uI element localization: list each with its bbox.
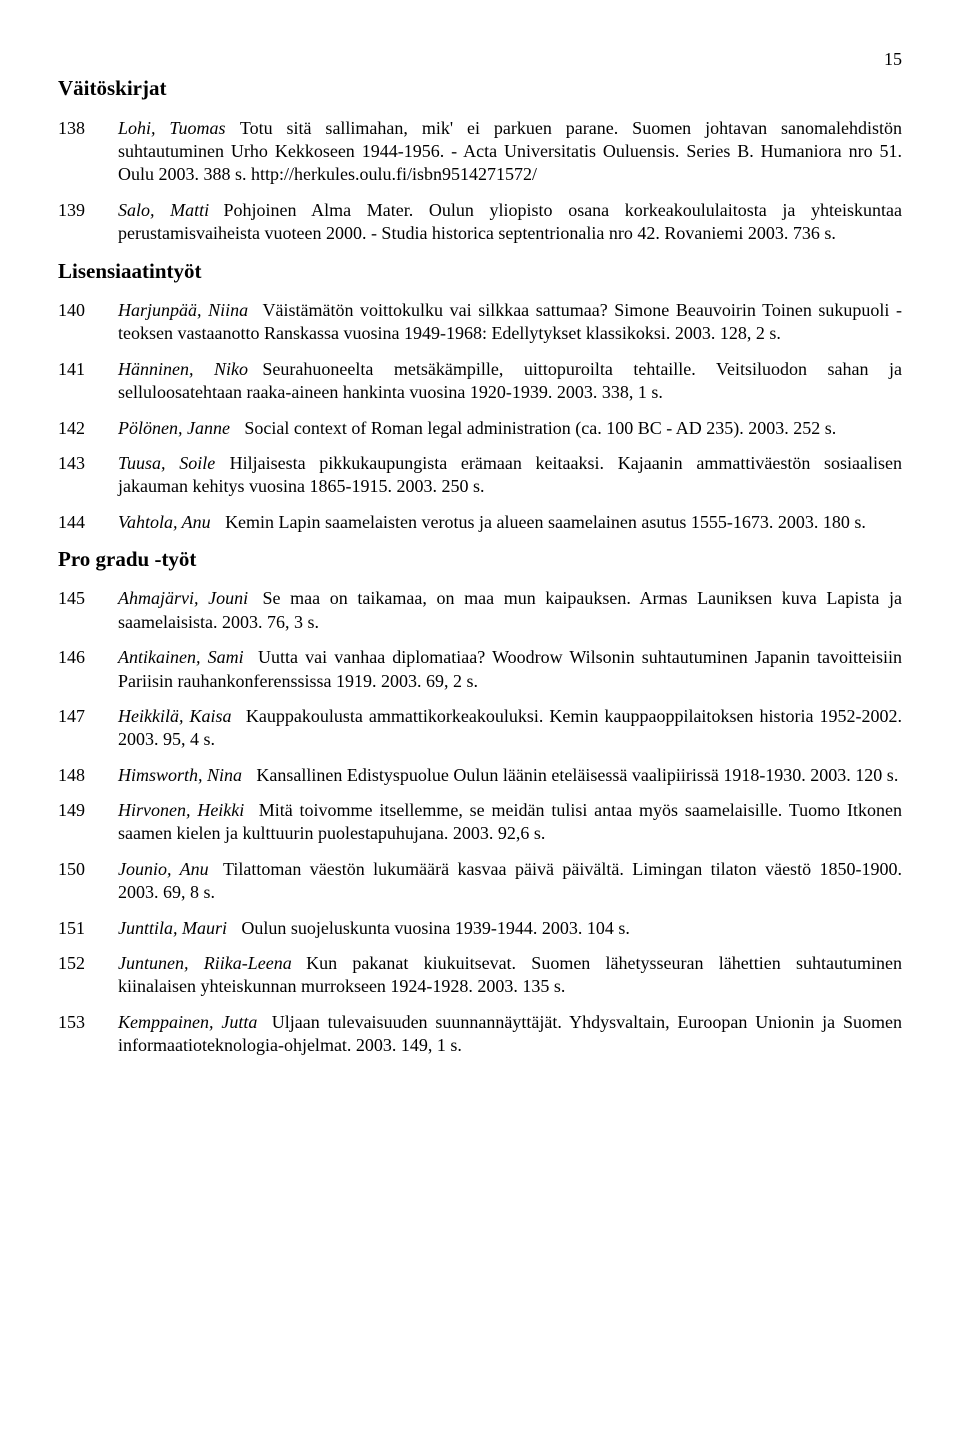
bibliography-entry: 153Kemppainen, JuttaUljaan tulevaisuuden… [58,1011,902,1058]
entry-text: Social context of Roman legal administra… [244,418,836,438]
entry-body: Tuusa, SoileHiljaisesta pikkukaupungista… [118,452,902,499]
section-heading-dissertations: Väitöskirjat [58,75,902,102]
entry-number: 151 [58,917,118,940]
entry-body: Hirvonen, HeikkiMitä toivomme itsellemme… [118,799,902,846]
bibliography-entry: 142Pölönen, Janne Social context of Roman… [58,417,902,440]
entry-number: 146 [58,646,118,693]
bibliography-entry: 147Heikkilä, KaisaKauppakoulusta ammatti… [58,705,902,752]
entry-author: Ahmajärvi, Jouni [118,588,248,608]
entry-number: 153 [58,1011,118,1058]
entry-body: Lohi, TuomasTotu sitä sallimahan, mik' e… [118,117,902,187]
bibliography-entry: 148Himsworth, Nina Kansallinen Edistyspuo… [58,764,902,787]
entry-author: Jounio, Anu [118,859,209,879]
entry-author: Heikkilä, Kaisa [118,706,232,726]
entry-author: Pölönen, Janne [118,418,230,438]
bibliography-entry: 143Tuusa, SoileHiljaisesta pikkukaupungi… [58,452,902,499]
entry-text: Kemin Lapin saamelaisten verotus ja alue… [225,512,866,532]
entry-text: Totu sitä sallimahan, mik' ei parkuen pa… [118,118,902,185]
entry-number: 141 [58,358,118,405]
entry-author: Juntunen, Riika-Leena [118,953,292,973]
bibliography-entry: 152Juntunen, Riika-LeenaKun pakanat kiuk… [58,952,902,999]
entry-author: Kemppainen, Jutta [118,1012,257,1032]
bibliography-entry: 140Harjunpää, NiinaVäistämätön voittokul… [58,299,902,346]
progradu-list: 145Ahmajärvi, JouniSe maa on taikamaa, o… [58,587,902,1057]
entry-number: 148 [58,764,118,787]
entry-body: Harjunpää, NiinaVäistämätön voittokulku … [118,299,902,346]
entry-number: 150 [58,858,118,905]
page-number: 15 [58,48,902,71]
entry-body: Vahtola, Anu Kemin Lapin saamelaisten ver… [118,511,902,534]
bibliography-entry: 144Vahtola, Anu Kemin Lapin saamelaisten … [58,511,902,534]
licentiate-list: 140Harjunpää, NiinaVäistämätön voittokul… [58,299,902,534]
entry-author: Harjunpää, Niina [118,300,248,320]
bibliography-entry: 145Ahmajärvi, JouniSe maa on taikamaa, o… [58,587,902,634]
entry-text: Oulun suojeluskunta vuosina 1939-1944. 2… [241,918,630,938]
entry-body: Hänninen, NikoSeurahuoneelta metsäkämpil… [118,358,902,405]
bibliography-entry: 149Hirvonen, HeikkiMitä toivomme itselle… [58,799,902,846]
section-heading-progradu: Pro gradu -työt [58,546,902,573]
entry-author: Tuusa, Soile [118,453,215,473]
entry-author: Lohi, Tuomas [118,118,225,138]
entry-number: 147 [58,705,118,752]
bibliography-entry: 141Hänninen, NikoSeurahuoneelta metsäkäm… [58,358,902,405]
entry-body: Ahmajärvi, JouniSe maa on taikamaa, on m… [118,587,902,634]
entry-author: Antikainen, Sami [118,647,244,667]
entry-author: Salo, Matti [118,200,209,220]
entry-body: Antikainen, SamiUutta vai vanhaa diploma… [118,646,902,693]
bibliography-entry: 139Salo, MattiPohjoinen Alma Mater. Oulu… [58,199,902,246]
entry-number: 145 [58,587,118,634]
entry-number: 140 [58,299,118,346]
entry-body: Junttila, Mauri Oulun suojeluskunta vuosi… [118,917,902,940]
entry-body: Heikkilä, KaisaKauppakoulusta ammattikor… [118,705,902,752]
section-heading-licentiate: Lisensiaatintyöt [58,258,902,285]
entry-author: Himsworth, Nina [118,765,242,785]
entry-body: Juntunen, Riika-LeenaKun pakanat kiukuit… [118,952,902,999]
entry-number: 143 [58,452,118,499]
entry-text: Tilattoman väestön lukumäärä kasvaa päiv… [118,859,902,902]
bibliography-entry: 150Jounio, AnuTilattoman väestön lukumää… [58,858,902,905]
entry-text: Hiljaisesta pikkukaupungista erämaan kei… [118,453,902,496]
entry-author: Vahtola, Anu [118,512,211,532]
entry-body: Himsworth, Nina Kansallinen Edistyspuolue… [118,764,902,787]
entry-author: Junttila, Mauri [118,918,227,938]
entry-body: Jounio, AnuTilattoman väestön lukumäärä … [118,858,902,905]
entry-number: 139 [58,199,118,246]
entry-body: Salo, MattiPohjoinen Alma Mater. Oulun y… [118,199,902,246]
entry-number: 138 [58,117,118,187]
bibliography-entry: 146Antikainen, SamiUutta vai vanhaa dipl… [58,646,902,693]
entry-text: Kauppakoulusta ammattikorkeakouluksi. Ke… [118,706,902,749]
entry-body: Kemppainen, JuttaUljaan tulevaisuuden su… [118,1011,902,1058]
dissertations-list: 138Lohi, TuomasTotu sitä sallimahan, mik… [58,117,902,246]
entry-text: Pohjoinen Alma Mater. Oulun yliopisto os… [118,200,902,243]
entry-number: 142 [58,417,118,440]
entry-text: Kansallinen Edistyspuolue Oulun läänin e… [256,765,898,785]
bibliography-entry: 151Junttila, Mauri Oulun suojeluskunta vu… [58,917,902,940]
entry-author: Hirvonen, Heikki [118,800,244,820]
entry-author: Hänninen, Niko [118,359,248,379]
entry-number: 152 [58,952,118,999]
entry-number: 144 [58,511,118,534]
bibliography-entry: 138Lohi, TuomasTotu sitä sallimahan, mik… [58,117,902,187]
entry-number: 149 [58,799,118,846]
entry-body: Pölönen, Janne Social context of Roman le… [118,417,902,440]
